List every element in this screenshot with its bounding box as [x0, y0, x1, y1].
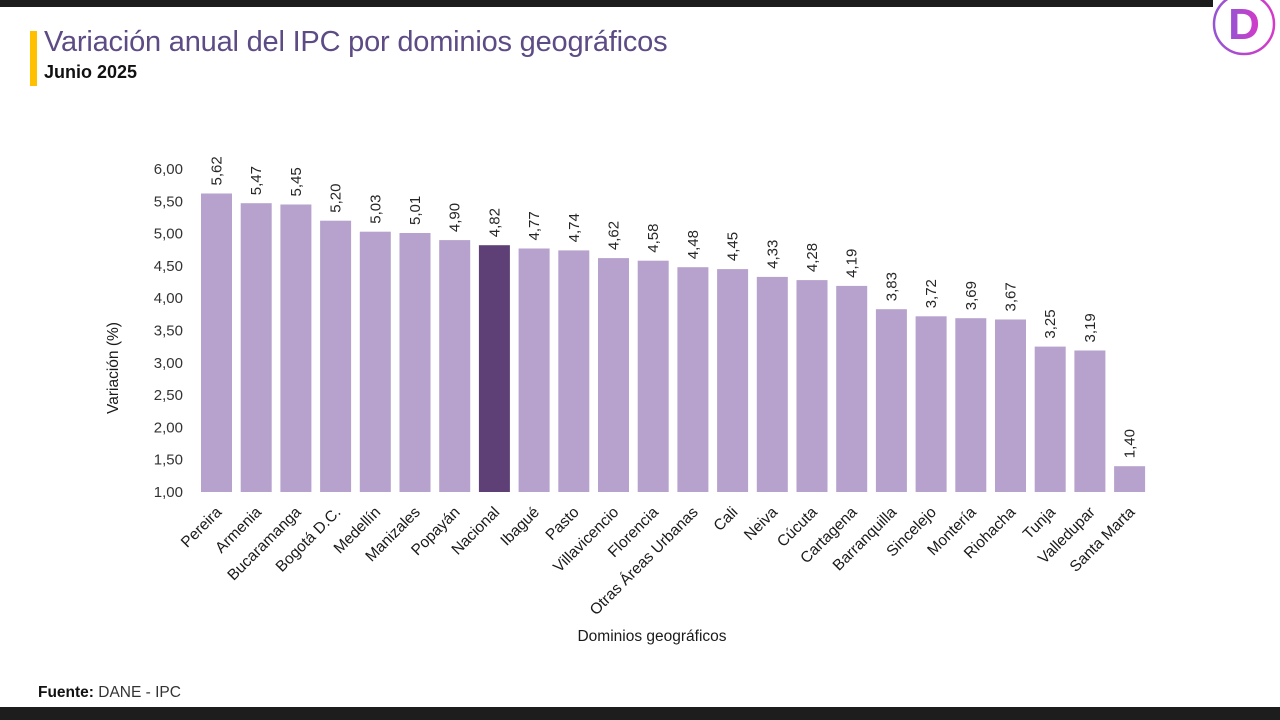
bar-value-label: 4,74: [566, 213, 583, 242]
bar: [201, 193, 232, 492]
bar-highlight: [478, 245, 510, 492]
bar-value-label: 5,20: [328, 183, 345, 212]
bar-value-label: 3,72: [923, 279, 940, 308]
bar: [439, 240, 471, 492]
page-subtitle: Junio 2025: [44, 62, 138, 82]
category-label: Cali: [711, 504, 742, 535]
bar: [955, 318, 987, 492]
category-label: Ibagué: [497, 504, 543, 550]
y-tick-label: 5,50: [154, 193, 183, 210]
bar: [796, 280, 828, 492]
y-tick-label: 4,00: [154, 290, 183, 307]
bar-value-label: 3,69: [963, 281, 980, 310]
bar: [915, 316, 947, 492]
logo-letter: D: [1228, 0, 1260, 49]
y-tick-label: 3,00: [154, 355, 183, 372]
bar-value-label: 5,47: [248, 166, 265, 195]
source-note: Fuente: DANE - IPC: [38, 684, 181, 702]
bar: [399, 233, 431, 492]
bar: [1074, 350, 1106, 492]
bar-value-label: 3,83: [883, 272, 900, 301]
bar-value-label: 4,90: [447, 203, 464, 232]
bar: [995, 319, 1026, 492]
page-title: Variación anual del IPC por dominios geo…: [44, 26, 668, 58]
y-tick-label: 2,00: [154, 419, 183, 436]
bar-value-label: 4,62: [606, 221, 623, 250]
bar: [598, 258, 629, 492]
bar-value-label: 5,03: [367, 194, 384, 223]
source-label: Fuente:: [38, 684, 94, 701]
bar-value-label: 3,67: [1003, 282, 1020, 311]
x-axis-title: Dominios geográficos: [577, 628, 726, 645]
bar: [320, 220, 352, 492]
y-tick-label: 6,00: [154, 161, 183, 178]
bar: [558, 250, 590, 492]
y-tick-label: 5,00: [154, 226, 183, 243]
bar: [836, 285, 868, 492]
bar-value-label: 4,45: [725, 232, 742, 261]
bar: [677, 267, 709, 492]
bar-value-label: 3,19: [1082, 313, 1099, 342]
bar-value-label: 5,62: [209, 156, 226, 185]
bar: [1034, 346, 1066, 492]
bar-value-label: 4,77: [526, 211, 543, 240]
bottom-divider: [0, 707, 1280, 720]
bar-value-label: 3,25: [1042, 309, 1059, 338]
bar: [240, 203, 272, 492]
bar-value-label: 4,33: [764, 240, 781, 269]
y-tick-label: 3,50: [154, 323, 183, 340]
bar-value-label: 4,82: [486, 208, 503, 237]
top-divider: [0, 0, 1213, 7]
bar-value-label: 4,58: [645, 223, 662, 252]
dane-logo: D: [1212, 0, 1276, 56]
title-accent-bar: [30, 31, 37, 86]
bar-value-label: 5,45: [288, 167, 305, 196]
bar-value-label: 4,48: [685, 230, 702, 259]
y-tick-label: 1,00: [154, 484, 183, 501]
bar-value-label: 1,40: [1122, 429, 1139, 458]
bar-value-label: 4,28: [804, 243, 821, 272]
bar-value-label: 4,19: [844, 249, 861, 278]
bar: [1114, 466, 1146, 492]
bar: [280, 204, 312, 492]
bar-value-label: 5,01: [407, 196, 424, 225]
source-value: DANE - IPC: [93, 684, 181, 701]
bar: [756, 276, 788, 492]
y-axis-title: Variación (%): [105, 322, 122, 414]
y-tick-label: 2,50: [154, 387, 183, 404]
bar: [518, 248, 550, 492]
y-tick-label: 4,50: [154, 258, 183, 275]
bar: [717, 269, 749, 492]
bar: [637, 260, 669, 492]
y-tick-label: 1,50: [154, 452, 183, 469]
logo-circle: [1212, 0, 1276, 56]
bar: [875, 309, 907, 492]
bar: [359, 231, 391, 492]
